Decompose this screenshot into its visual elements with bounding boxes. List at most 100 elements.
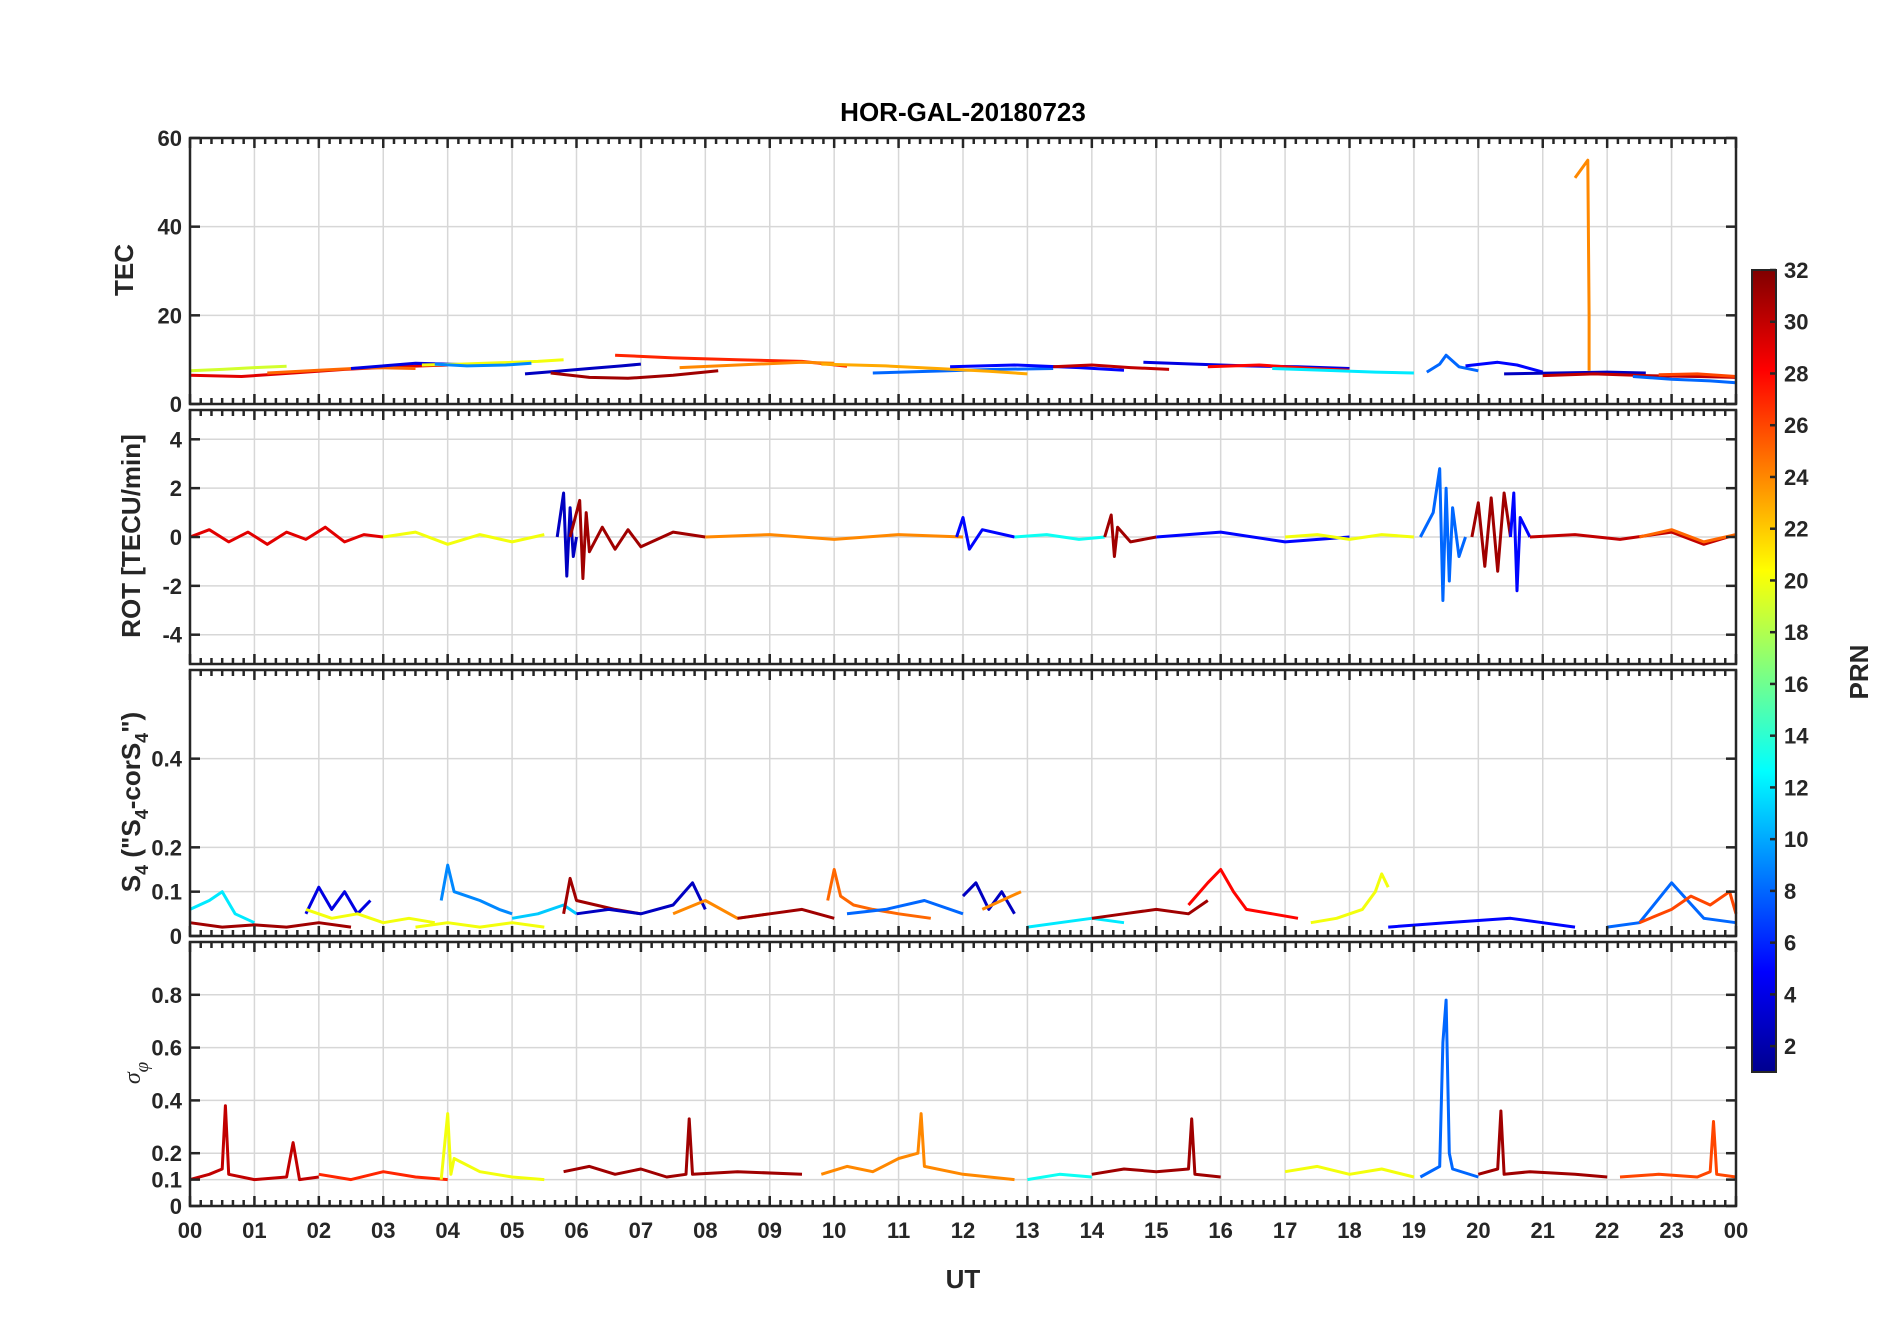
- x-tick-label: 06: [564, 1218, 588, 1243]
- tec-series-prn-5: [950, 363, 1125, 372]
- x-tick-label: 04: [435, 1218, 460, 1243]
- x-tick-label: 11: [887, 1218, 910, 1243]
- colorbar-tick-label: 24: [1784, 465, 1809, 490]
- s4-series-prn-25: [826, 868, 932, 920]
- tec-series-prn-30: [1053, 363, 1170, 371]
- tec-series-prn-5: [1465, 360, 1544, 374]
- s4-series-prn-31: [737, 907, 835, 920]
- x-tick-label: 09: [758, 1218, 782, 1243]
- rot-series-prn-24: [705, 533, 964, 541]
- s4-series-prn-20: [415, 921, 545, 929]
- sigma-series-group: [189, 998, 1737, 1182]
- s4-series-group: [189, 863, 1738, 929]
- x-tick-label: 07: [629, 1218, 653, 1243]
- tec-series-prn-30: [1542, 372, 1737, 379]
- colorbar-tick-label: 16: [1784, 672, 1808, 697]
- colorbar-tick-label: 18: [1784, 620, 1808, 645]
- x-tick-label: 19: [1402, 1218, 1426, 1243]
- rot-y-tick-label: 2: [170, 476, 182, 501]
- sigma-phi-axis-label: σφ: [120, 1062, 153, 1084]
- rot-series-prn-29: [189, 525, 384, 546]
- x-tick-label: 21: [1531, 1218, 1555, 1243]
- sigma-series-prn-20: [1284, 1164, 1415, 1179]
- s4-panel: 0 0.1 0.2 0.4: [151, 668, 1738, 949]
- rot-series-prn-5: [1509, 491, 1532, 593]
- chart-title: HOR-GAL-20180723: [840, 97, 1086, 127]
- s4-y-tick-label: 0.2: [151, 835, 182, 860]
- rot-y-tick-label: -4: [162, 623, 182, 648]
- sigma-series-prn-13: [1027, 1172, 1092, 1182]
- rot-series-prn-31: [568, 498, 706, 580]
- colorbar-tick-label: 4: [1784, 982, 1797, 1007]
- x-tick-label: 00: [1724, 1218, 1748, 1243]
- x-tick-label: 08: [693, 1218, 717, 1243]
- s4-series-prn-20: [1310, 872, 1390, 925]
- rot-series-group: [189, 467, 1737, 602]
- colorbar-tick-label: 22: [1784, 517, 1808, 542]
- x-tick-label: 02: [307, 1218, 331, 1243]
- sigma-series-prn-27: [318, 1170, 448, 1182]
- tec-series-prn-9: [434, 361, 532, 368]
- rot-series-prn-3: [555, 491, 578, 578]
- s4-series-prn-24: [981, 890, 1022, 911]
- x-axis-label: UT: [946, 1264, 981, 1294]
- sigma-series-prn-31: [1477, 1109, 1608, 1179]
- sigma-y-tick-label: 0.6: [151, 1036, 182, 1061]
- colorbar-tick-label: 30: [1784, 310, 1808, 335]
- s4-series-prn-28: [1187, 868, 1299, 920]
- tec-series-prn-24: [1573, 158, 1591, 371]
- x-tick-label: 12: [951, 1218, 975, 1243]
- tec-axis-label: TEC: [109, 244, 139, 296]
- s4-y-tick-label: 0: [170, 924, 182, 949]
- rot-series-prn-5: [955, 516, 1015, 551]
- tec-series-prn-25: [267, 366, 416, 375]
- rot-series-prn-20: [1284, 533, 1415, 541]
- tec-series-prn-31: [550, 369, 719, 380]
- colorbar-gradient: [1751, 269, 1777, 1073]
- rot-series-prn-25: [1639, 528, 1737, 544]
- colorbar-tick-label: 32: [1784, 258, 1808, 283]
- rot-series-prn-31: [1470, 491, 1512, 573]
- x-tick-label: 20: [1466, 1218, 1490, 1243]
- tec-series-group: [189, 158, 1737, 385]
- x-tick-label: 16: [1208, 1218, 1232, 1243]
- x-tick-label: 05: [500, 1218, 524, 1243]
- tec-series-prn-8: [1632, 375, 1737, 385]
- s4-axis-label: S4 ("S4-corS4"): [116, 712, 152, 892]
- tec-series-prn-12: [1272, 367, 1414, 375]
- s4-series-prn-31: [562, 876, 642, 916]
- rot-y-tick-label: 0: [170, 525, 182, 550]
- x-tick-label: 14: [1080, 1218, 1105, 1243]
- sigma-series-prn-30: [189, 1104, 320, 1182]
- s4-series-prn-11: [511, 903, 578, 920]
- x-tick-label: 10: [822, 1218, 846, 1243]
- s4-series-prn-8: [1606, 881, 1737, 929]
- colorbar-tick-label: 2: [1784, 1034, 1796, 1059]
- s4-series-prn-4: [304, 885, 372, 916]
- sigma-series-prn-26: [1619, 1120, 1737, 1179]
- x-tick-label: 00: [178, 1218, 202, 1243]
- s4-series-prn-31: [1091, 899, 1209, 920]
- colorbar-label: PRN: [1844, 645, 1874, 700]
- colorbar-tick-label: 10: [1784, 827, 1808, 852]
- tec-series-prn-3: [1504, 370, 1646, 376]
- s4-series-prn-31: [189, 921, 352, 929]
- s4-series-prn-12: [189, 890, 256, 925]
- s4-series-prn-20: [305, 907, 436, 925]
- x-tick-label: 18: [1337, 1218, 1361, 1243]
- colorbar-tick-label: 28: [1784, 361, 1808, 386]
- rot-panel: -4 -2 0 2 4: [162, 408, 1738, 666]
- s4-series-prn-26: [1638, 890, 1738, 925]
- colorbar-tick-label: 6: [1784, 931, 1796, 956]
- s4-series-prn-3: [576, 881, 707, 916]
- colorbar-tick-label: 26: [1784, 413, 1808, 438]
- tec-y-tick-label: 0: [170, 392, 182, 417]
- x-tick-label: 03: [371, 1218, 395, 1243]
- tec-panel: 0 20 40 60: [158, 126, 1738, 417]
- s4-series-prn-8: [846, 899, 964, 916]
- tec-series-prn-8: [1426, 353, 1479, 374]
- tec-series-prn-3: [524, 362, 642, 376]
- s4-y-tick-label: 0.1: [151, 880, 182, 905]
- sigma-y-tick-label: 0: [170, 1194, 182, 1219]
